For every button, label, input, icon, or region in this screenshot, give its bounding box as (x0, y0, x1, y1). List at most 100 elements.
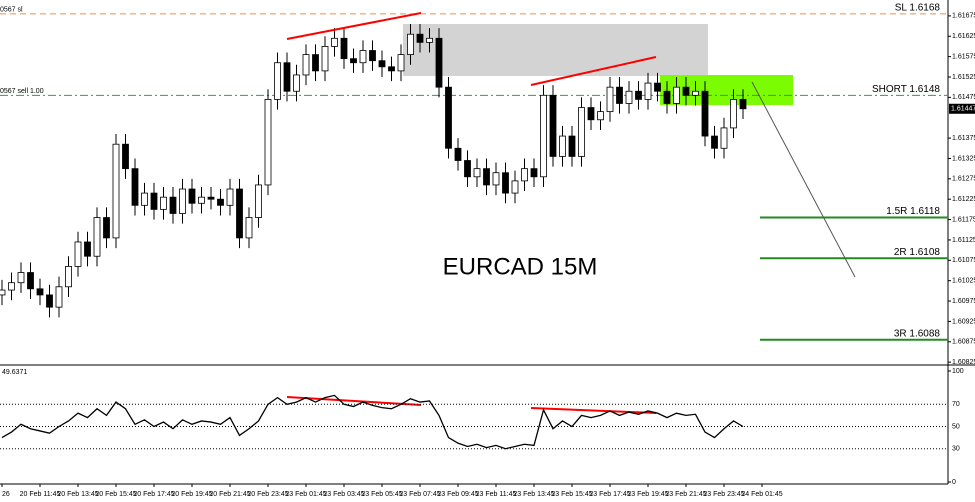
y-tick-label: 1.61025 (952, 278, 975, 285)
last-price-box (949, 103, 975, 114)
x-tick-label: 23 Feb 13:45 (513, 491, 554, 498)
candle-body (207, 196, 215, 200)
candle-body (245, 217, 253, 239)
candle-body (369, 50, 376, 62)
indicator-tick-label: 50 (952, 423, 960, 430)
candle-body (483, 168, 490, 186)
x-tick-label: 23 Feb 07:45 (399, 491, 440, 498)
x-tick-label: 20 Feb 23:45 (247, 491, 288, 498)
candle-body (540, 94, 547, 178)
level-label: SHORT 1.6148 (872, 84, 940, 95)
indicator-tick-label: 100 (952, 368, 964, 375)
candle-body (464, 160, 471, 178)
x-tick-label: 23 Feb 05:45 (361, 491, 402, 498)
candle-body (236, 188, 243, 239)
candle-body (711, 135, 718, 149)
x-tick-label: 23 Feb 17:45 (589, 491, 630, 498)
candle-body (112, 143, 120, 239)
candle-body (616, 86, 623, 104)
y-tick-label: 1.61325 (952, 155, 975, 162)
candle-body (359, 50, 367, 64)
candle-body (701, 90, 709, 137)
candle-body (93, 217, 101, 257)
annotation: EURCAD 15M (443, 253, 598, 280)
candle-body (635, 90, 642, 100)
x-tick-label: 23 Feb 01:45 (285, 491, 326, 498)
candle-body (407, 33, 414, 55)
candle-body (502, 172, 509, 194)
y-tick-label: 1.60975 (952, 298, 975, 305)
candle-body (597, 111, 604, 121)
last-price-label: 1.61447 (951, 106, 975, 113)
candle-body (188, 188, 196, 204)
candle-body (673, 86, 680, 104)
candle-body (730, 98, 737, 129)
candle-body (692, 90, 699, 96)
divergence-line (530, 407, 657, 414)
x-tick-label: 20 Feb 17:45 (133, 491, 174, 498)
candle-body (511, 180, 519, 194)
candle-body (388, 66, 395, 72)
candle-body (160, 196, 167, 210)
y-tick-label: 1.61625 (952, 33, 975, 40)
divergence-line (286, 396, 422, 406)
y-tick-label: 1.61375 (952, 135, 975, 142)
y-tick-label: 1.61225 (952, 196, 975, 203)
candle-body (739, 98, 747, 110)
candle-body (74, 241, 82, 267)
candle-body (445, 86, 452, 149)
y-tick-label: 1.60875 (952, 339, 975, 346)
candle-body (492, 172, 500, 186)
y-tick-label: 1.60925 (952, 318, 975, 325)
candle-body (426, 37, 433, 43)
x-tick-label: 20 Feb 15:45 (95, 491, 136, 498)
candle-body (521, 168, 528, 182)
candle-body (217, 198, 224, 206)
candle-body (84, 241, 91, 257)
candle-body (416, 33, 424, 43)
indicator-tick-label: 70 (952, 401, 960, 408)
candle-body (663, 90, 671, 104)
indicator-line (1, 394, 744, 450)
candle-body (17, 272, 25, 284)
entry-zone (660, 75, 793, 105)
candle-body (587, 107, 595, 121)
y-tick-label: 1.61575 (952, 53, 975, 60)
candle-body (150, 192, 158, 210)
candle-body (36, 288, 44, 296)
candle-body (283, 62, 291, 92)
candle-body (0, 289, 6, 296)
x-tick-label: 23 Feb 23:45 (703, 491, 744, 498)
order-label: 0567 sell 1.00 (0, 88, 44, 95)
candle-body (331, 37, 338, 47)
candle-body (682, 86, 690, 96)
y-tick-label: 1.61675 (952, 13, 975, 20)
candle-body (321, 46, 329, 72)
x-tick-label: 23 Feb 11:45 (476, 491, 517, 498)
candle-body (27, 272, 34, 290)
level-label: 1.5R 1.6118 (886, 206, 940, 217)
candle-body (312, 54, 319, 72)
y-tick-label: 1.60825 (952, 359, 975, 366)
level-label: 3R 1.6088 (894, 328, 941, 339)
projection-line (751, 81, 856, 278)
candle-body (397, 54, 405, 72)
level-label: 2R 1.6108 (894, 247, 941, 258)
candle-body (65, 266, 72, 288)
candle-body (606, 86, 614, 113)
candle-body (264, 98, 272, 186)
x-tick-label: 20 Feb 19:45 (171, 491, 212, 498)
candle-body (293, 74, 300, 92)
candle-body (568, 135, 576, 157)
divergence-line (530, 56, 657, 86)
order-label: 0567 sl (0, 7, 23, 14)
candle-body (55, 286, 63, 308)
x-tick-label: 23 Feb 09:45 (437, 491, 478, 498)
candle-body (169, 196, 177, 214)
x-tick-label: 26 (2, 491, 10, 498)
candle-body (454, 147, 462, 161)
candle-body (340, 37, 348, 60)
candle-body (473, 168, 481, 178)
